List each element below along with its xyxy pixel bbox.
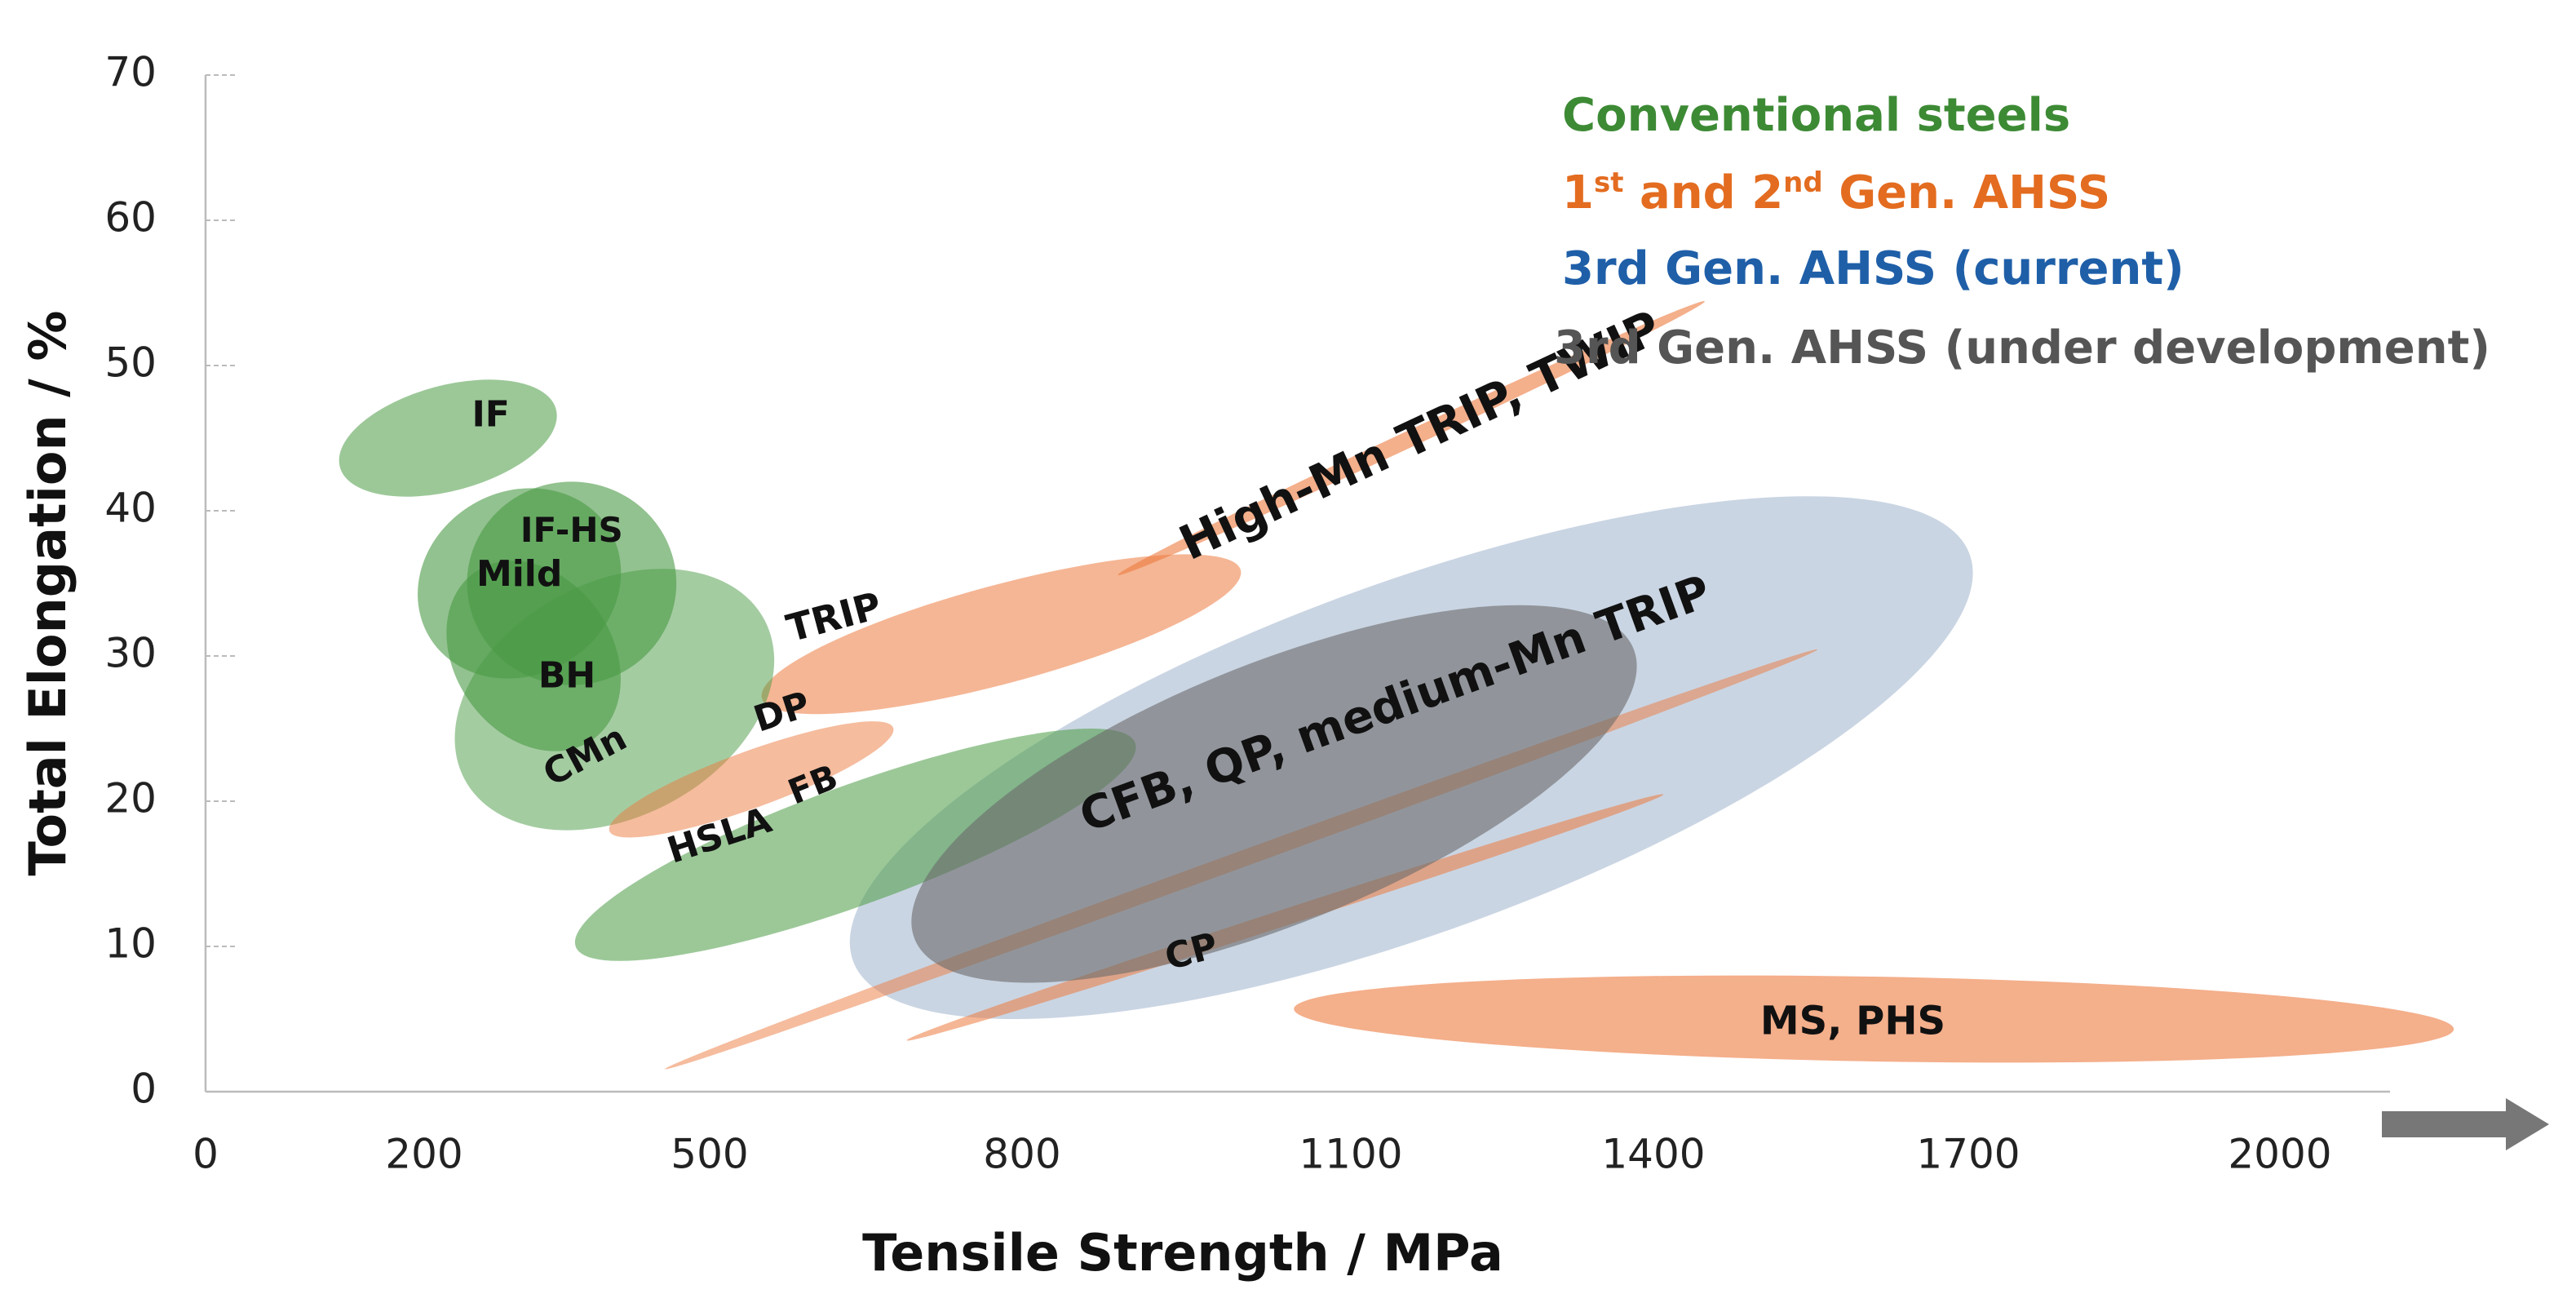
region-if-hs: [467, 481, 677, 685]
x-tick-label: 0: [193, 1131, 219, 1178]
region-ms-phs: [1294, 975, 2454, 1063]
x-tick-label: 200: [385, 1131, 463, 1178]
legend: Conventional steels 1st and 2nd Gen. AHSS…: [1554, 89, 2490, 374]
regions-layer: [339, 301, 2454, 1070]
y-tick-label: 60: [104, 194, 157, 242]
legend-entry: 3rd Gen. AHSS (current): [1562, 242, 2184, 295]
y-tick-label: 50: [104, 339, 157, 387]
y-axis-title: Total Elongation / %: [18, 310, 77, 875]
region-label-ms-phs: MS, PHS: [1760, 998, 1945, 1044]
region-high-mn-trip-twip: [1118, 301, 1705, 575]
x-tick-label: 800: [983, 1131, 1060, 1178]
x-axis-title: Tensile Strength / MPa: [862, 1223, 1503, 1283]
y-tick-label: 0: [131, 1066, 157, 1113]
y-tick-label: 40: [104, 485, 157, 532]
x-tick-label: 1700: [1916, 1131, 2020, 1178]
region-hsla: [574, 729, 1136, 961]
region-fb: [609, 721, 894, 838]
region-label-mild: Mild: [476, 553, 562, 595]
x-tick-label: 2000: [2228, 1131, 2331, 1178]
legend-entry: 3rd Gen. AHSS (under development): [1554, 321, 2490, 374]
x-tick-label: 500: [671, 1131, 748, 1178]
y-tick-label: 30: [104, 630, 157, 677]
region-label-bh: BH: [538, 655, 595, 697]
region-label-if-hs: IF-HS: [520, 510, 623, 550]
ticks-layer: 0 10 20 30 40 50 60 70 0 200 500 800 1100 1400 1700 200…: [104, 49, 2331, 1178]
axes: [204, 75, 2390, 1093]
x-tick-label: 1100: [1299, 1131, 1402, 1178]
region-if: [339, 379, 557, 497]
x-axis-arrow-icon: [2382, 1098, 2549, 1150]
legend-entry: Conventional steels: [1562, 89, 2070, 142]
legend-entry: 1st and 2nd Gen. AHSS: [1562, 166, 2110, 219]
region-label-if: IF: [471, 393, 509, 435]
y-tick-label: 10: [104, 920, 157, 968]
region-trip: [761, 554, 1242, 715]
region-under-development: [911, 605, 1637, 983]
y-tick-label: 20: [104, 775, 157, 822]
y-tick-label: 70: [104, 49, 157, 96]
x-tick-label: 1400: [1601, 1131, 1705, 1178]
